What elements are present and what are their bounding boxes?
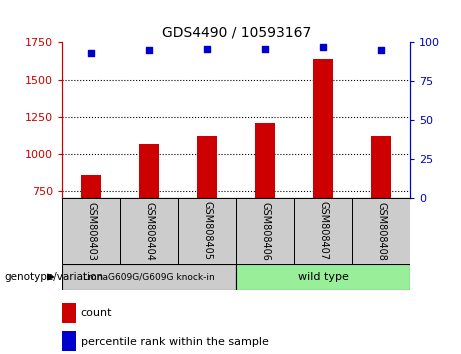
FancyBboxPatch shape: [352, 198, 410, 264]
Bar: [139, 144, 160, 198]
Point: [146, 47, 153, 53]
Bar: [313, 59, 333, 198]
FancyBboxPatch shape: [294, 198, 352, 264]
Text: LmnaG609G/G609G knock-in: LmnaG609G/G609G knock-in: [83, 273, 215, 281]
Text: count: count: [81, 308, 112, 318]
Bar: [62, 331, 76, 351]
Point: [261, 46, 269, 52]
Text: genotype/variation: genotype/variation: [5, 272, 104, 282]
Bar: [255, 122, 275, 198]
Point: [378, 47, 385, 53]
Bar: [81, 175, 101, 198]
FancyBboxPatch shape: [62, 264, 236, 290]
FancyBboxPatch shape: [62, 198, 120, 264]
FancyBboxPatch shape: [120, 198, 178, 264]
Text: GSM808408: GSM808408: [376, 201, 386, 261]
Point: [88, 51, 95, 56]
Text: GSM808404: GSM808404: [144, 201, 154, 261]
FancyBboxPatch shape: [178, 198, 236, 264]
Text: GSM808406: GSM808406: [260, 201, 270, 261]
Bar: [371, 136, 391, 198]
Bar: [197, 136, 218, 198]
Text: wild type: wild type: [298, 272, 349, 282]
Text: GSM808407: GSM808407: [318, 201, 328, 261]
FancyBboxPatch shape: [236, 264, 410, 290]
Bar: [62, 303, 76, 323]
Point: [319, 44, 327, 50]
Text: GSM808405: GSM808405: [202, 201, 212, 261]
FancyBboxPatch shape: [236, 198, 294, 264]
Text: percentile rank within the sample: percentile rank within the sample: [81, 337, 268, 347]
Text: GSM808403: GSM808403: [86, 201, 96, 261]
Title: GDS4490 / 10593167: GDS4490 / 10593167: [162, 26, 311, 40]
Point: [204, 46, 211, 52]
